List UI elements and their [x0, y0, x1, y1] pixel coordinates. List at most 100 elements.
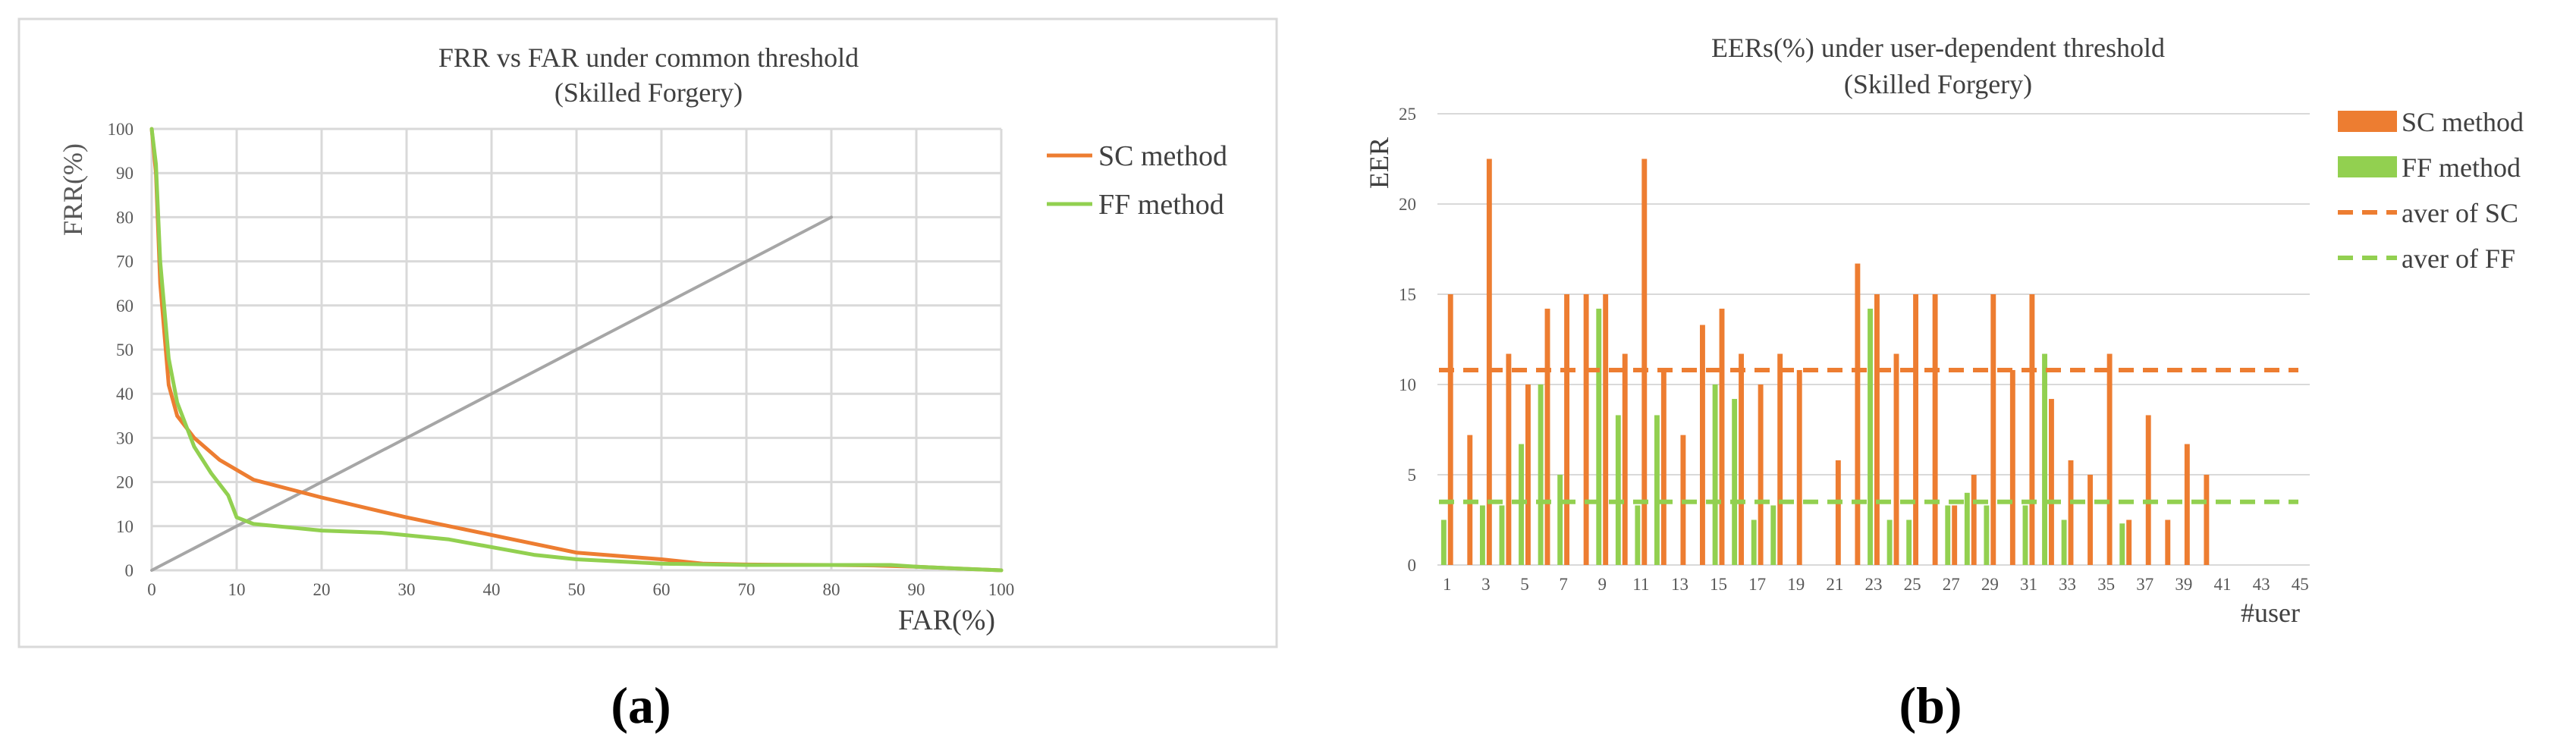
panel-a-y-tick: 100: [108, 120, 134, 139]
panel-b-bar-sc: [2204, 475, 2210, 565]
panel-a-caption: (a): [611, 676, 671, 734]
panel-b-legend-swatch: [2338, 156, 2397, 177]
panel-b-x-tick: 3: [1481, 575, 1491, 594]
panel-b-bar-sc: [1758, 384, 1764, 565]
panel-b-bar-ff: [1596, 309, 1602, 565]
panel-b-bar-ff: [1538, 384, 1544, 565]
panel-a-y-tick: 20: [116, 473, 134, 492]
panel-b-x-axis-label: #user: [2241, 598, 2300, 628]
panel-a-x-tick: 40: [483, 580, 501, 599]
panel-b-bar-ff: [2022, 505, 2028, 565]
panel-a-y-tick: 70: [116, 253, 134, 271]
panel-b-gridlines: [1437, 113, 2310, 566]
panel-b-x-tick: 9: [1597, 575, 1607, 594]
panel-b-legend: SC method FF method aver of SC aver of FF: [2338, 107, 2524, 274]
panel-b-x-tick: 15: [1710, 575, 1727, 594]
panel-b-bar-ff: [1906, 519, 1912, 565]
panel-a-y-tick: 30: [116, 428, 134, 447]
panel-b-x-tick: 13: [1671, 575, 1689, 594]
panel-b-bar-sc: [1990, 294, 1996, 565]
panel-a-x-axis-label: FAR(%): [898, 604, 995, 636]
panel-b-bar-ff: [2042, 353, 2047, 565]
panel-b-bars: [1440, 159, 2210, 565]
panel-b-bar-sc: [1874, 294, 1880, 565]
panel-b-bar-ff: [1615, 415, 1621, 565]
panel-b-bar-sc: [1603, 294, 1609, 565]
panel-b-bar-sc: [2106, 353, 2113, 565]
panel-b-title-line2: (Skilled Forgery): [1844, 69, 2032, 99]
panel-b-y-tick: 10: [1399, 375, 1416, 394]
panel-b-bar-sc: [1835, 460, 1841, 565]
panel-a-frame: [17, 17, 1278, 648]
panel-a-y-axis-label: FRR(%): [58, 143, 88, 236]
panel-b-bar-ff: [1519, 444, 1524, 565]
panel-a-y-tick: 80: [116, 208, 134, 227]
panel-b-y-axis-label: EER: [1364, 137, 1394, 189]
panel-b-bar-sc: [1641, 159, 1648, 565]
panel-b-bar-sc: [1622, 353, 1628, 565]
panel-a-y-tick: 50: [116, 341, 134, 359]
panel-a-y-tick: 10: [116, 517, 134, 536]
panel-b-x-tick: 25: [1904, 575, 1921, 594]
panel-b-x-tick: 27: [1943, 575, 1960, 594]
panel-b-bar-sc: [2145, 415, 2151, 565]
panel-a-legend: SC method FF method: [1047, 140, 1227, 221]
panel-a-series-ff-method: [149, 127, 1004, 573]
panel-a-x-tick: 70: [738, 580, 756, 599]
panel-b-y-tick: 15: [1399, 285, 1416, 304]
panel-b-legend-label: aver of SC: [2402, 198, 2518, 228]
panel-b-x-tick: 41: [2214, 575, 2232, 594]
panel-b-x-tick: 33: [2059, 575, 2076, 594]
panel-b-bar-ff: [1712, 384, 1718, 565]
panel-a-line-chart: FRR vs FAR under common threshold (Skill…: [17, 17, 1278, 734]
panel-b-bar-ff: [2119, 523, 2125, 565]
panel-a-title-line2: (Skilled Forgery): [554, 77, 743, 108]
panel-a-y-tick-labels: 0 10 20 30 40 50 60 70 80 90 100: [108, 120, 134, 580]
panel-b-bar-sc: [1893, 353, 1899, 565]
panel-b-bar-sc: [1544, 309, 1550, 565]
panel-b-bar-sc: [1719, 309, 1725, 565]
panel-b-bar-ff: [1654, 415, 1660, 565]
panel-b-x-tick: 35: [2097, 575, 2115, 594]
panel-a-y-tick: 0: [125, 561, 134, 580]
panel-b-bar-sc: [1952, 505, 1958, 565]
panel-b-bar-ff: [1868, 309, 1873, 565]
panel-b-title-line1: EERs(%) under user-dependent threshold: [1711, 33, 2165, 63]
panel-b-x-tick: 45: [2292, 575, 2309, 594]
panel-a-y-tick: 90: [116, 164, 134, 183]
panel-a-x-tick: 30: [398, 580, 416, 599]
panel-b-bar-ff: [1499, 505, 1505, 565]
panel-a-legend-label: FF method: [1098, 189, 1224, 221]
panel-a-x-tick: 90: [908, 580, 925, 599]
panel-b-x-tick: 37: [2136, 575, 2153, 594]
panel-b-x-tick: 29: [1981, 575, 1999, 594]
panel-a-title-line1: FRR vs FAR under common threshold: [438, 42, 859, 73]
panel-b-bar-sc: [2126, 519, 2132, 565]
panel-b-x-tick: 31: [2020, 575, 2037, 594]
panel-b-bar-ff: [2061, 519, 2067, 565]
panel-a-x-tick: 80: [823, 580, 840, 599]
panel-b-bar-ff: [1557, 475, 1563, 565]
panel-b-x-tick: 43: [2253, 575, 2270, 594]
panel-b-bar-sc: [1913, 294, 1919, 565]
panel-b-bar-sc: [2088, 475, 2094, 565]
panel-b-caption: (b): [1899, 676, 1962, 734]
panel-a-series-lines: [149, 127, 1004, 573]
panel-b-bar-sc: [2165, 519, 2171, 565]
panel-a-series-diagonal: [150, 215, 833, 572]
panel-b-y-tick: 0: [1408, 556, 1417, 575]
panel-a-y-tick: 40: [116, 384, 134, 403]
panel-a-y-tick: 60: [116, 297, 134, 315]
panel-b-bar-ff: [1751, 519, 1757, 565]
panel-b-x-tick: 17: [1748, 575, 1766, 594]
panel-b-bar-sc: [1700, 325, 1705, 565]
panel-b-bar-sc: [1855, 263, 1861, 565]
panel-b-legend-swatch: [2338, 111, 2397, 132]
panel-b-y-tick: 25: [1399, 105, 1416, 124]
panel-b-x-tick: 5: [1520, 575, 1529, 594]
panel-b-bar-sc: [1796, 369, 1802, 565]
panel-a-x-tick: 60: [653, 580, 671, 599]
panel-a-legend-label: SC method: [1098, 140, 1227, 172]
panel-b-bar-sc: [2009, 369, 2015, 565]
panel-b-bar-ff: [1479, 505, 1485, 565]
